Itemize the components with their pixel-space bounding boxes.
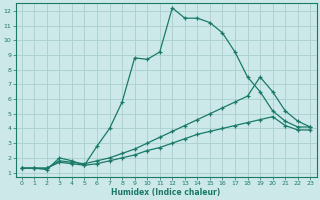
X-axis label: Humidex (Indice chaleur): Humidex (Indice chaleur) — [111, 188, 221, 197]
